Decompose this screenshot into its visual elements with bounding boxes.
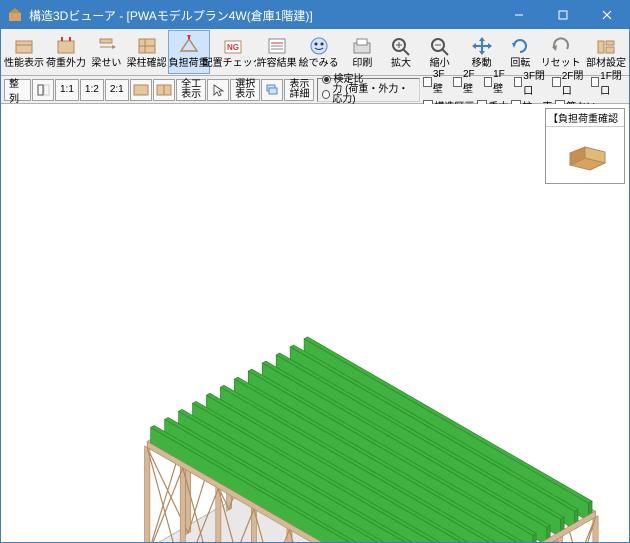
display-mode-radio-group: 検定比 力 (荷重・外力・応力) (317, 78, 420, 102)
overlay-thumbnail[interactable] (546, 127, 624, 183)
selection-show-button[interactable]: 選択 表示 (230, 79, 260, 101)
check-3F閉口[interactable]: 3F閉口 (514, 67, 549, 97)
radio-force[interactable]: 力 (荷重・外力・応力) (322, 85, 415, 105)
toolbar-性能表示[interactable]: 性能表示 (3, 30, 45, 74)
check-1F壁[interactable]: 1F壁 (484, 67, 511, 97)
sub-toolbar: 整列 1:1 1:2 2:1 全工 表示 選択 表示 表示 詳細 検定比 力 (… (1, 76, 629, 104)
toolbar-梁せい[interactable]: 梁せい (87, 30, 126, 74)
check-3F壁[interactable]: 3F壁 (423, 67, 450, 97)
layers-icon[interactable] (261, 79, 283, 101)
close-button[interactable] (585, 1, 629, 29)
toolbar-拡大[interactable]: 拡大 (382, 30, 421, 74)
minimize-button[interactable] (497, 1, 541, 29)
ratio-1-1-button[interactable]: 1:1 (55, 79, 79, 101)
toolbar-荷重外力[interactable]: 荷重外力 (45, 30, 87, 74)
toolbar-印刷[interactable]: 印刷 (343, 30, 382, 74)
maximize-button[interactable] (541, 1, 585, 29)
cursor-icon[interactable] (207, 79, 229, 101)
ratio-2-1-button[interactable]: 2:1 (105, 79, 129, 101)
overlay-title: 【負担荷重確認 (546, 109, 624, 127)
radio-dot-off-icon (322, 90, 330, 99)
align-button[interactable]: 整列 (4, 79, 31, 101)
toolbar-梁柱確認[interactable]: 梁柱確認 (126, 30, 168, 74)
check-2F閉口[interactable]: 2F閉口 (552, 67, 587, 97)
toolbar-許容結果[interactable]: 許容結果 (256, 30, 298, 74)
svg-text:NG: NG (227, 43, 239, 52)
check-2F壁[interactable]: 2F壁 (453, 67, 480, 97)
window-title: 構造3Dビューア - [PWAモデルプラン4W(倉庫1階建)] (29, 7, 497, 24)
3d-viewport[interactable]: 【負担荷重確認 (1, 104, 629, 542)
toolbar-絵でみる[interactable]: 絵でみる (298, 30, 340, 74)
display-checks-group: 3F壁2F壁1F壁3F閉口2F閉口1F閉口構造区画垂木柱・束筋かい (423, 78, 626, 102)
structure-icon-2[interactable] (153, 79, 175, 101)
ratio-1-2-button[interactable]: 1:2 (80, 79, 104, 101)
all-work-show-button[interactable]: 全工 表示 (176, 79, 206, 101)
load-confirm-panel: 【負担荷重確認 (545, 108, 625, 184)
structure-icon-1[interactable] (130, 79, 152, 101)
app-window: 構造3Dビューア - [PWAモデルプラン4W(倉庫1階建)] 性能表示荷重外力… (0, 0, 630, 543)
align-left-icon[interactable] (32, 79, 54, 101)
app-icon (7, 7, 23, 23)
check-1F閉口[interactable]: 1F閉口 (591, 67, 626, 97)
titlebar: 構造3Dビューア - [PWAモデルプラン4W(倉庫1階建)] (1, 1, 629, 29)
radio-kentei[interactable]: 検定比 (322, 75, 415, 85)
radio-dot-on-icon (322, 75, 331, 84)
window-controls (497, 1, 629, 29)
3d-model-render (1, 104, 629, 542)
toolbar-配置チェック[interactable]: NG配置チェック (210, 30, 256, 74)
show-detail-button[interactable]: 表示 詳細 (284, 79, 314, 101)
